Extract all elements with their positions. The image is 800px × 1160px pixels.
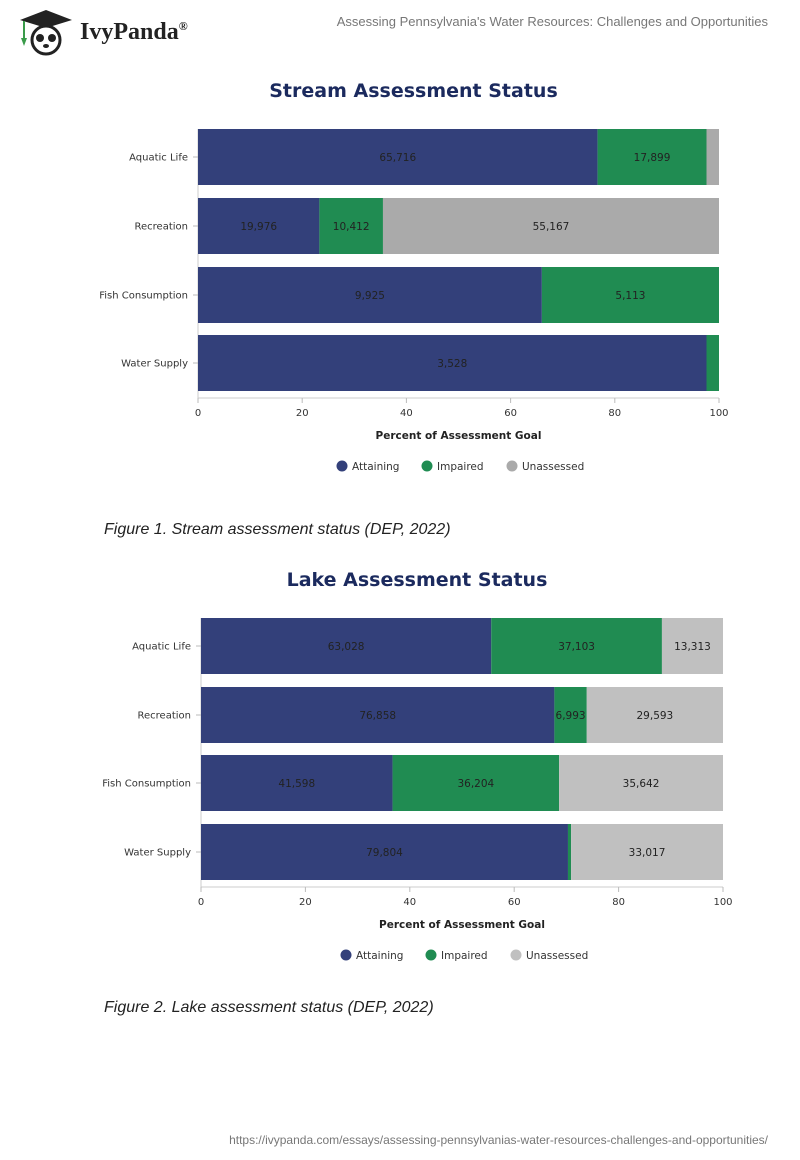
x-tick-label: 0 bbox=[195, 408, 201, 419]
data-label: 55,167 bbox=[533, 221, 570, 233]
x-tick-label: 60 bbox=[504, 408, 517, 419]
chart-title: Lake Assessment Status bbox=[287, 569, 548, 591]
stream-assessment-chart: Stream Assessment Status Aquatic Life 65,7… bbox=[99, 80, 728, 473]
category-label: Water Supply bbox=[124, 848, 191, 859]
bar-segment-impaired bbox=[392, 755, 560, 811]
data-label: 76,858 bbox=[359, 710, 396, 722]
bar-segment-attaining bbox=[198, 267, 542, 323]
bar-segment-unassessed bbox=[661, 618, 723, 674]
panda-graduate-icon bbox=[20, 10, 72, 56]
legend-label: Unassessed bbox=[522, 461, 584, 473]
data-label: 9,925 bbox=[355, 290, 385, 302]
bar-segment-impaired bbox=[567, 824, 572, 880]
legend-label: Attaining bbox=[356, 950, 403, 962]
x-tick-label: 40 bbox=[400, 408, 413, 419]
bar-segment-attaining bbox=[201, 824, 568, 880]
legend-marker-unassessed bbox=[510, 949, 522, 961]
figure-1-caption: Figure 1. Stream assessment status (DEP,… bbox=[104, 521, 451, 538]
data-label: 33,017 bbox=[629, 847, 666, 859]
category-label: Water Supply bbox=[121, 359, 188, 370]
x-tick-label: 20 bbox=[296, 408, 309, 419]
bar-segment-attaining bbox=[201, 687, 555, 743]
legend-marker-attaining bbox=[336, 460, 348, 472]
data-label: 65,716 bbox=[379, 152, 416, 164]
bar-segment-unassessed bbox=[706, 129, 719, 185]
data-label: 35,642 bbox=[623, 778, 660, 790]
bar-segment-impaired bbox=[597, 129, 707, 185]
data-label: 13,313 bbox=[674, 641, 711, 653]
x-axis-title: Percent of Assessment Goal bbox=[379, 919, 545, 931]
brand-name: IvyPanda® bbox=[80, 18, 188, 45]
legend-label: Impaired bbox=[441, 950, 488, 962]
data-label: 37,103 bbox=[558, 641, 595, 653]
data-label: 10,412 bbox=[333, 221, 370, 233]
x-tick-label: 40 bbox=[403, 897, 416, 908]
bar-segment-attaining bbox=[198, 198, 320, 254]
bar-segment-impaired bbox=[706, 335, 719, 391]
x-axis-title: Percent of Assessment Goal bbox=[376, 430, 542, 442]
bar-segment-impaired bbox=[554, 687, 587, 743]
bar-segment-unassessed bbox=[382, 198, 719, 254]
bar-segment-unassessed bbox=[571, 824, 723, 880]
bar-segment-impaired bbox=[491, 618, 662, 674]
legend-marker-impaired bbox=[425, 949, 437, 961]
legend-marker-impaired bbox=[421, 460, 433, 472]
x-tick-label: 80 bbox=[608, 408, 621, 419]
figure-2-caption: Figure 2. Lake assessment status (DEP, 2… bbox=[104, 999, 434, 1016]
data-label: 29,593 bbox=[637, 710, 674, 722]
bar-segment-impaired bbox=[319, 198, 383, 254]
data-label: 3,528 bbox=[437, 358, 467, 370]
category-label: Aquatic Life bbox=[132, 642, 191, 653]
legend-marker-unassessed bbox=[506, 460, 518, 472]
legend-label: Unassessed bbox=[526, 950, 588, 962]
data-label: 17,899 bbox=[634, 152, 671, 164]
category-label: Aquatic Life bbox=[129, 153, 188, 164]
bar-segment-unassessed bbox=[559, 755, 723, 811]
category-label: Fish Consumption bbox=[102, 779, 191, 790]
x-tick-label: 60 bbox=[508, 897, 521, 908]
legend-label: Attaining bbox=[352, 461, 399, 473]
essay-title: Assessing Pennsylvania's Water Resources… bbox=[336, 14, 768, 29]
data-label: 63,028 bbox=[328, 641, 365, 653]
x-tick-label: 100 bbox=[713, 897, 732, 908]
x-tick-label: 0 bbox=[198, 897, 204, 908]
data-label: 5,113 bbox=[615, 290, 645, 302]
category-label: Fish Consumption bbox=[99, 291, 188, 302]
data-label: 19,976 bbox=[240, 221, 277, 233]
bar-segment-impaired bbox=[541, 267, 719, 323]
x-tick-label: 100 bbox=[709, 408, 728, 419]
x-tick-label: 20 bbox=[299, 897, 312, 908]
bar-segment-attaining bbox=[201, 755, 393, 811]
ivypanda-logo[interactable]: IvyPanda® bbox=[18, 8, 188, 56]
chart-title: Stream Assessment Status bbox=[269, 80, 558, 102]
bar-segment-attaining bbox=[198, 335, 707, 391]
legend-marker-attaining bbox=[340, 949, 352, 961]
legend-label: Impaired bbox=[437, 461, 484, 473]
x-tick-label: 80 bbox=[612, 897, 625, 908]
bar-segment-unassessed bbox=[586, 687, 723, 743]
data-label: 6,993 bbox=[556, 710, 586, 722]
bar-segment-attaining bbox=[198, 129, 598, 185]
data-label: 36,204 bbox=[457, 778, 494, 790]
data-label: 41,598 bbox=[278, 778, 315, 790]
category-label: Recreation bbox=[138, 711, 191, 722]
bar-segment-attaining bbox=[201, 618, 492, 674]
data-label: 79,804 bbox=[366, 847, 403, 859]
source-url[interactable]: https://ivypanda.com/essays/assessing-pe… bbox=[229, 1133, 768, 1147]
category-label: Recreation bbox=[135, 222, 188, 233]
lake-assessment-chart: Lake Assessment Status Aquatic Life 63,028… bbox=[102, 569, 732, 962]
